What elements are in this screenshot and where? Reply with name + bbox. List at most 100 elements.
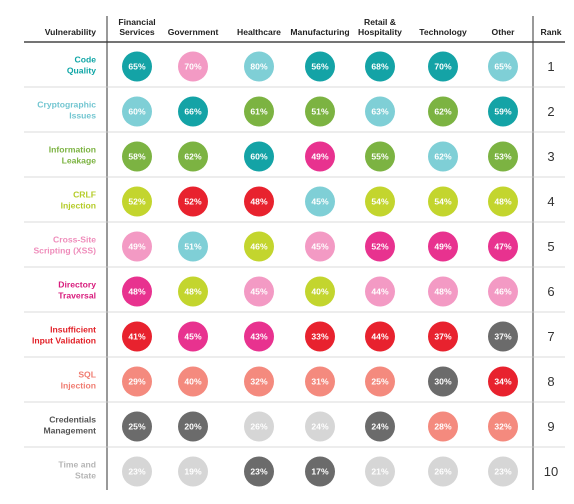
bubble-value-r8-c5: 28% <box>434 422 452 432</box>
bubble-value-r3-c1: 52% <box>184 197 202 207</box>
bubble-value-r5-c4: 44% <box>371 287 389 297</box>
row-label-8-line-0: Credentials <box>49 415 96 425</box>
bubble-value-r1-c1: 66% <box>184 107 202 117</box>
bubble-value-r7-c4: 25% <box>371 377 389 387</box>
bubble-value-r3-c5: 54% <box>434 197 452 207</box>
row-label-7-line-0: SQL <box>78 370 96 380</box>
bubble-r3-c2 <box>244 186 274 217</box>
bubble-value-r9-c6: 23% <box>494 467 512 477</box>
bubble-value-r2-c6: 53% <box>494 152 512 162</box>
bubble-r1-c6 <box>488 96 518 127</box>
bubble-r9-c4 <box>365 456 395 487</box>
bubble-value-r3-c3: 45% <box>311 197 329 207</box>
bubble-r0-c0 <box>122 51 152 82</box>
bubble-r3-c4 <box>365 186 395 217</box>
bubble-value-r0-c4: 68% <box>371 62 389 72</box>
bubble-r2-c2 <box>244 141 274 172</box>
bubble-value-r2-c0: 58% <box>128 152 146 162</box>
bubble-r6-c0 <box>122 321 152 352</box>
rank-value-0: 1 <box>547 59 554 74</box>
bubble-r8-c1 <box>178 411 208 442</box>
bubble-r9-c3 <box>305 456 335 487</box>
bubble-r6-c1 <box>178 321 208 352</box>
bubble-value-r5-c1: 48% <box>184 287 202 297</box>
bubble-r3-c3 <box>305 186 335 217</box>
bubble-value-r6-c1: 45% <box>184 332 202 342</box>
bubble-value-r8-c2: 26% <box>250 422 268 432</box>
bubble-value-r6-c0: 41% <box>128 332 146 342</box>
bubble-r5-c3 <box>305 276 335 307</box>
bubble-r2-c5 <box>428 141 458 172</box>
rank-value-6: 7 <box>547 329 554 344</box>
bubble-value-r8-c1: 20% <box>184 422 202 432</box>
bubble-r2-c0 <box>122 141 152 172</box>
bubble-value-r5-c6: 46% <box>494 287 512 297</box>
bubble-value-r2-c2: 60% <box>250 152 268 162</box>
bubble-value-r9-c0: 23% <box>128 467 146 477</box>
bubble-r7-c3 <box>305 366 335 397</box>
bubble-value-r7-c3: 31% <box>311 377 329 387</box>
bubble-r0-c1 <box>178 51 208 82</box>
rank-value-4: 5 <box>547 239 554 254</box>
row-label-2-line-1: Leakage <box>62 156 97 166</box>
row-label-6-line-0: Insufficient <box>50 325 96 335</box>
bubble-value-r9-c1: 19% <box>184 467 202 477</box>
bubble-r8-c4 <box>365 411 395 442</box>
bubble-r5-c4 <box>365 276 395 307</box>
bubble-r7-c5 <box>428 366 458 397</box>
bubble-r9-c1 <box>178 456 208 487</box>
bubble-r7-c6 <box>488 366 518 397</box>
row-label-6-line-1: Input Validation <box>32 336 96 346</box>
bubble-r9-c6 <box>488 456 518 487</box>
bubble-r0-c5 <box>428 51 458 82</box>
header-col-1-line-0: Government <box>168 27 219 37</box>
bubble-r4-c3 <box>305 231 335 262</box>
header-vulnerability: Vulnerability <box>45 27 96 37</box>
bubble-value-r9-c2: 23% <box>250 467 268 477</box>
bubble-r5-c5 <box>428 276 458 307</box>
bubble-r3-c0 <box>122 186 152 217</box>
rank-value-2: 3 <box>547 149 554 164</box>
bubble-r4-c2 <box>244 231 274 262</box>
bubble-r1-c2 <box>244 96 274 127</box>
bubble-r8-c2 <box>244 411 274 442</box>
row-label-1-line-0: Cryptographic <box>37 100 96 110</box>
row-label-2-line-0: Information <box>49 145 96 155</box>
bubble-value-r3-c6: 48% <box>494 197 512 207</box>
bubble-r0-c6 <box>488 51 518 82</box>
bubble-value-r0-c0: 65% <box>128 62 146 72</box>
bubble-r9-c0 <box>122 456 152 487</box>
bubble-value-r7-c1: 40% <box>184 377 202 387</box>
bubble-r7-c4 <box>365 366 395 397</box>
bubble-r1-c3 <box>305 96 335 127</box>
header-col-4-line-0: Retail & <box>364 17 396 27</box>
bubble-value-r9-c4: 21% <box>371 467 389 477</box>
bubble-value-r1-c3: 51% <box>311 107 329 117</box>
bubble-r1-c1 <box>178 96 208 127</box>
bubble-r8-c5 <box>428 411 458 442</box>
rank-value-9: 10 <box>544 464 558 479</box>
rank-value-8: 9 <box>547 419 554 434</box>
rank-value-1: 2 <box>547 104 554 119</box>
bubble-r0-c2 <box>244 51 274 82</box>
bubble-value-r9-c3: 17% <box>311 467 329 477</box>
row-label-3-line-0: CRLF <box>73 190 96 200</box>
bubble-r2-c4 <box>365 141 395 172</box>
bubble-r6-c5 <box>428 321 458 352</box>
bubble-value-r8-c3: 24% <box>311 422 329 432</box>
bubble-value-r4-c3: 45% <box>311 242 329 252</box>
row-label-7-line-1: Injection <box>61 381 96 391</box>
bubble-r5-c1 <box>178 276 208 307</box>
bubble-value-r2-c5: 62% <box>434 152 452 162</box>
row-label-5-line-0: Directory <box>58 280 96 290</box>
row-label-5-line-1: Traversal <box>58 291 96 301</box>
bubble-value-r0-c6: 65% <box>494 62 512 72</box>
bubble-value-r5-c0: 48% <box>128 287 146 297</box>
bubble-value-r7-c5: 30% <box>434 377 452 387</box>
bubble-r7-c1 <box>178 366 208 397</box>
bubble-value-r0-c2: 80% <box>250 62 268 72</box>
bubble-r4-c5 <box>428 231 458 262</box>
bubble-value-r2-c4: 55% <box>371 152 389 162</box>
bubble-r2-c6 <box>488 141 518 172</box>
